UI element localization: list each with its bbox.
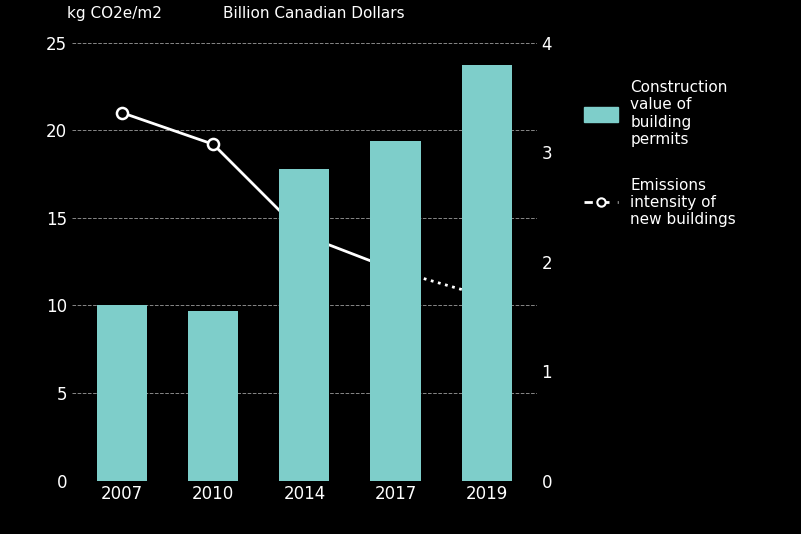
Bar bbox=[461, 65, 512, 481]
Bar bbox=[280, 169, 329, 481]
Text: Billion Canadian Dollars: Billion Canadian Dollars bbox=[223, 6, 405, 21]
Point bbox=[389, 266, 402, 274]
Bar bbox=[188, 311, 239, 481]
Point bbox=[298, 231, 311, 240]
Point bbox=[480, 293, 493, 301]
Point bbox=[116, 108, 129, 117]
Bar bbox=[370, 141, 421, 481]
Text: kg CO2e/m2: kg CO2e/m2 bbox=[67, 6, 163, 21]
Legend: Construction
value of
building
permits, Emissions
intensity of
new buildings: Construction value of building permits, … bbox=[577, 72, 743, 235]
Point bbox=[207, 140, 219, 148]
Bar bbox=[97, 305, 147, 481]
